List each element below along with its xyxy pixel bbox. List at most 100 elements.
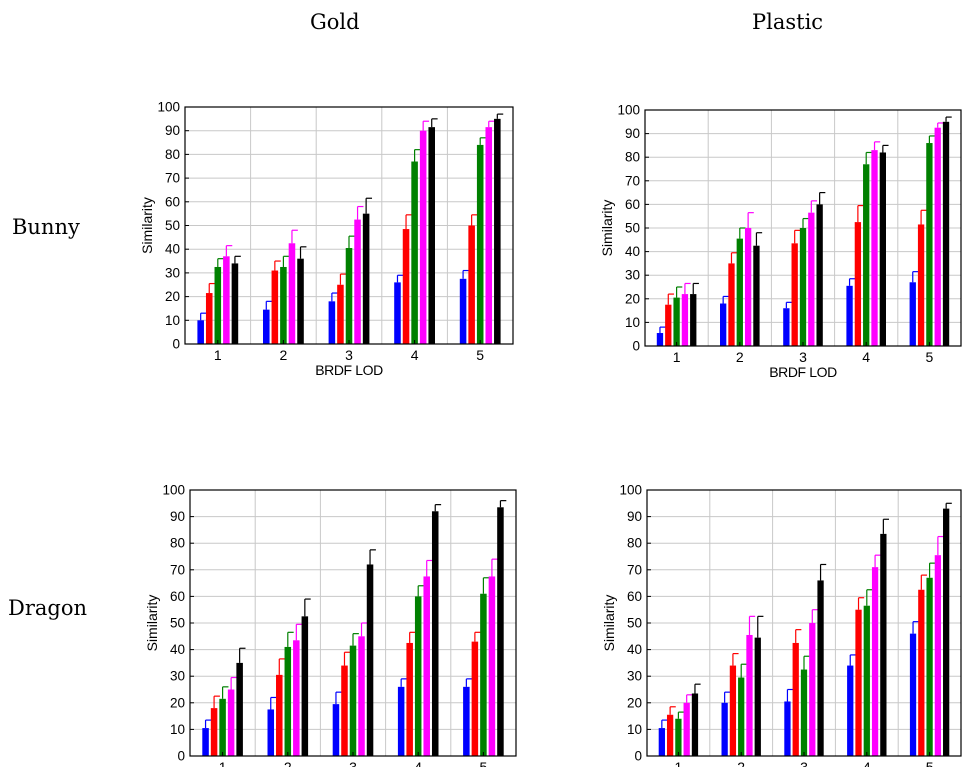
y-tick-label: 100 [157,100,180,115]
bar [791,243,798,346]
y-tick-label: 40 [165,242,180,257]
x-axis-label: BRDF LOD [769,364,837,380]
y-tick-label: 70 [625,173,640,188]
y-tick-label: 30 [625,268,640,283]
bar [783,308,790,346]
y-tick-label: 40 [170,642,185,657]
bar [799,228,807,346]
bar [666,714,674,756]
x-tick-label: 5 [480,759,488,767]
bar [402,229,410,344]
y-axis-label: Similarity [601,595,617,652]
y-tick-label: 70 [165,171,180,186]
bar [863,605,870,756]
y-tick-label: 50 [625,221,640,236]
plot-frame [646,489,962,757]
x-tick-label: 1 [675,759,683,767]
x-tick-label: 3 [349,759,357,767]
bar [210,708,218,756]
bar [227,689,235,756]
bar [205,293,213,344]
y-tick-label: 30 [627,669,642,684]
x-tick-label: 2 [280,347,288,363]
bar [800,669,808,756]
bar [431,511,439,756]
x-tick-label: 2 [284,759,292,767]
y-tick-label: 20 [627,695,642,710]
bar [855,609,862,756]
y-tick-label: 60 [627,589,642,604]
bar [729,665,737,756]
column-header-plastic: Plastic [752,10,824,34]
y-tick-label: 80 [165,147,180,162]
y-axis-label: Similarity [144,595,160,652]
bar [197,320,204,344]
x-tick-label: 4 [863,759,871,767]
bar [349,645,357,756]
x-tick-label: 1 [219,759,227,767]
bar [223,256,230,344]
bar [808,212,815,346]
bar [468,225,475,344]
bar [871,150,878,346]
bar [736,238,743,346]
bar [423,576,430,756]
bar [288,243,296,344]
bar [214,266,222,344]
bar [809,623,816,756]
bar [328,301,336,344]
bar [720,303,727,346]
bar [846,285,853,346]
bar [301,616,309,756]
bar [746,634,753,756]
bar [411,161,418,344]
bar [219,698,226,756]
bar [297,258,304,344]
y-tick-label: 60 [165,194,180,209]
bar [337,284,344,344]
bar [271,270,279,344]
bar [738,677,745,756]
bar [202,728,209,756]
y-tick-label: 20 [170,695,185,710]
bar [909,633,917,756]
bar [681,294,689,346]
plot-frame [189,489,517,757]
y-axis-label: Similarity [139,197,155,254]
bar [428,127,435,345]
bar [863,164,870,346]
y-tick-label: 50 [170,616,185,631]
row-header-bunny: Bunny [12,215,80,239]
y-tick-label: 80 [627,536,642,551]
bar [784,701,791,756]
bar [816,204,823,346]
bar [332,704,340,756]
plot-frame [184,106,514,345]
y-tick-label: 0 [634,749,642,764]
bar [880,533,887,756]
bar [754,637,761,756]
bar [847,665,854,756]
y-tick-label: 10 [625,315,640,330]
x-tick-label: 1 [214,347,222,363]
y-tick-label: 80 [170,536,185,551]
bar [362,213,370,344]
bar [690,294,697,346]
column-header-gold: Gold [310,10,360,34]
bar [354,219,361,344]
bar [397,686,405,756]
bar [817,580,824,756]
bar [792,642,799,756]
y-tick-label: 100 [162,483,185,498]
bar [414,596,422,756]
y-tick-label: 0 [632,339,640,354]
y-tick-label: 90 [165,123,180,138]
x-tick-label: 5 [926,759,934,767]
bar [753,245,760,346]
y-tick-label: 100 [617,103,640,118]
bar [673,297,680,346]
x-tick-label: 2 [737,759,745,767]
bar [476,144,484,344]
bar [236,662,243,756]
